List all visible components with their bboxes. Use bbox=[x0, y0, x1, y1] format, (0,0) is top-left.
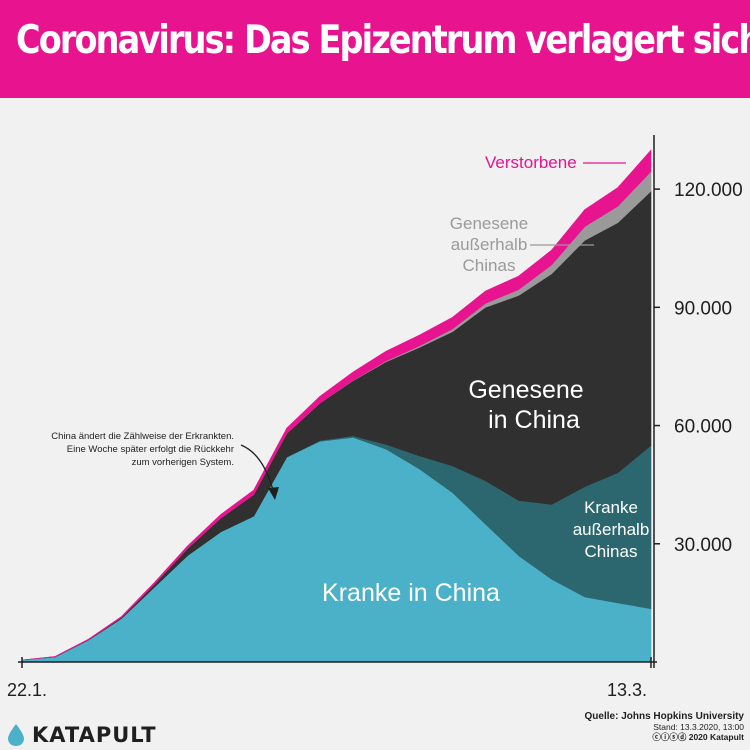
brand-name: KATAPULT bbox=[32, 723, 157, 747]
annotation-line-3: zum vorherigen System. bbox=[132, 457, 234, 468]
annotation-line-1: China ändert die Zählweise der Erkrankte… bbox=[51, 431, 234, 442]
x-label-end: 13.3. bbox=[607, 680, 647, 700]
y-tick-label-2: 90.000 bbox=[674, 298, 732, 319]
label-genesene-ausserhalb-2: außerhalb bbox=[451, 235, 528, 254]
license-icons: ⓒⓘⓢⓓ bbox=[652, 732, 687, 742]
y-tick-label-0: 30.000 bbox=[674, 535, 732, 556]
label-verstorbene: Verstorbene bbox=[485, 153, 577, 172]
label-genesene-china-1: Genesene bbox=[468, 376, 583, 404]
label-genesene-china-2: in China bbox=[488, 406, 580, 434]
source-block: Quelle: Johns Hopkins University Stand: … bbox=[584, 711, 744, 743]
area-verstorbene bbox=[21, 149, 652, 661]
label-genesene-ausserhalb-3: Chinas bbox=[463, 256, 516, 275]
copyright-line: ⓒⓘⓢⓓ 2020 Katapult bbox=[585, 732, 744, 742]
y-tick-label-3: 120.000 bbox=[674, 180, 743, 201]
stand-text: Stand: 13.3.2020, 13:00 bbox=[653, 722, 744, 732]
y-tick-label-1: 60.000 bbox=[674, 417, 732, 438]
label-kranke-china: Kranke in China bbox=[322, 579, 500, 607]
katapult-logo: KATAPULT bbox=[6, 720, 157, 750]
copyright-text: 2020 Katapult bbox=[688, 732, 744, 742]
label-genesene-ausserhalb-1: Genesene bbox=[450, 214, 528, 233]
annotation-arrowhead bbox=[268, 487, 279, 500]
x-label-start: 22.1. bbox=[7, 680, 47, 700]
katapult-drop-icon bbox=[8, 724, 24, 746]
chart-title: Coronavirus: Das Epizentrum verlagert si… bbox=[16, 18, 750, 63]
title-banner: Coronavirus: Das Epizentrum verlagert si… bbox=[0, 0, 750, 98]
label-kranke-ausserhalb-1: Kranke bbox=[584, 498, 638, 517]
annotation-line-2: Eine Woche später erfolgt die Rückkehr bbox=[67, 444, 234, 455]
source-text: Quelle: Johns Hopkins University bbox=[584, 711, 744, 722]
label-kranke-ausserhalb-2: außerhalb bbox=[573, 520, 650, 539]
label-kranke-ausserhalb-3: Chinas bbox=[585, 542, 638, 561]
